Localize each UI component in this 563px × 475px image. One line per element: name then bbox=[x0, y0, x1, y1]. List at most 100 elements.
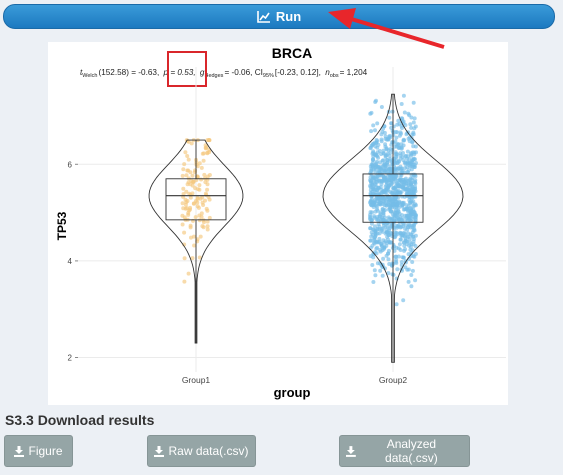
data-point bbox=[406, 183, 411, 187]
data-point bbox=[375, 261, 380, 266]
data-point bbox=[385, 180, 390, 185]
data-point bbox=[193, 215, 198, 220]
data-point bbox=[400, 255, 405, 260]
data-point bbox=[386, 173, 391, 178]
data-point bbox=[404, 191, 409, 196]
data-point bbox=[369, 182, 374, 187]
data-point bbox=[408, 206, 413, 211]
p-value-highlight-box bbox=[167, 51, 207, 87]
data-point bbox=[413, 252, 418, 256]
data-point bbox=[397, 184, 402, 189]
x-tick-label: Group2 bbox=[379, 375, 408, 385]
data-point bbox=[386, 257, 391, 262]
data-point bbox=[395, 267, 400, 272]
data-point bbox=[403, 162, 408, 166]
data-point bbox=[399, 102, 404, 106]
data-point bbox=[368, 238, 373, 243]
violin-group1 bbox=[148, 139, 244, 344]
data-point bbox=[207, 173, 212, 177]
p-value-text: p = 0.53, bbox=[163, 68, 196, 77]
download-raw-data-label: Raw data(.csv) bbox=[168, 444, 249, 458]
data-point bbox=[403, 187, 408, 192]
data-point bbox=[373, 239, 378, 244]
download-figure-button[interactable]: Figure bbox=[4, 435, 73, 467]
violin-plot: BRCA tWelch(152.58) = -0.63, p = 0.53, g… bbox=[55, 45, 506, 400]
data-point bbox=[383, 144, 388, 149]
data-point bbox=[389, 231, 394, 236]
data-point bbox=[368, 212, 373, 217]
data-point bbox=[186, 271, 191, 276]
data-point bbox=[373, 224, 377, 229]
data-point bbox=[187, 191, 192, 196]
data-point bbox=[199, 165, 204, 170]
data-point bbox=[410, 150, 415, 155]
data-point bbox=[408, 254, 413, 259]
data-point bbox=[201, 158, 206, 163]
data-point bbox=[394, 142, 399, 147]
data-point bbox=[411, 204, 416, 209]
data-point bbox=[200, 200, 205, 205]
data-point bbox=[373, 199, 378, 204]
data-point bbox=[190, 256, 195, 261]
data-point bbox=[404, 203, 409, 208]
data-point bbox=[370, 202, 375, 207]
data-point bbox=[397, 242, 402, 247]
data-point bbox=[183, 150, 188, 155]
data-point bbox=[398, 237, 403, 242]
data-point bbox=[409, 167, 414, 172]
data-point bbox=[381, 151, 386, 156]
download-icon bbox=[346, 445, 356, 457]
data-point bbox=[411, 100, 416, 105]
data-point bbox=[181, 206, 186, 211]
data-point bbox=[398, 248, 403, 252]
data-point bbox=[410, 140, 415, 145]
data-point bbox=[182, 279, 187, 284]
data-point bbox=[207, 150, 212, 155]
data-point bbox=[414, 150, 418, 155]
data-point bbox=[387, 195, 392, 200]
data-point bbox=[401, 119, 406, 124]
data-point bbox=[404, 153, 408, 158]
data-point bbox=[188, 182, 193, 187]
data-point bbox=[385, 235, 390, 239]
line-chart-icon bbox=[257, 10, 270, 23]
data-point bbox=[390, 190, 395, 195]
data-point bbox=[411, 234, 416, 239]
data-point bbox=[399, 146, 404, 151]
data-point bbox=[395, 225, 399, 230]
download-raw-data-button[interactable]: Raw data(.csv) bbox=[147, 435, 256, 467]
data-point bbox=[186, 139, 191, 144]
data-point bbox=[372, 214, 377, 219]
data-point bbox=[380, 273, 385, 278]
data-point bbox=[402, 243, 407, 248]
run-button[interactable]: Run bbox=[3, 4, 555, 29]
download-analyzed-data-button[interactable]: Analyzed data(.csv) bbox=[339, 435, 470, 467]
data-point bbox=[396, 209, 401, 214]
data-point bbox=[373, 183, 378, 188]
data-point bbox=[406, 188, 411, 192]
data-point bbox=[413, 178, 418, 183]
data-point bbox=[191, 180, 196, 185]
data-point bbox=[408, 209, 413, 214]
data-point bbox=[373, 234, 378, 239]
data-point bbox=[381, 168, 386, 173]
data-point bbox=[408, 247, 413, 252]
data-point bbox=[384, 187, 388, 192]
data-point bbox=[394, 302, 399, 307]
data-point bbox=[198, 196, 203, 201]
data-point bbox=[401, 298, 406, 303]
y-tick-label: 4 bbox=[68, 257, 73, 266]
data-point bbox=[191, 201, 196, 206]
y-tick-label: 6 bbox=[68, 160, 73, 169]
data-point bbox=[375, 231, 380, 236]
data-point bbox=[370, 151, 375, 156]
data-point bbox=[379, 217, 384, 222]
data-point bbox=[371, 123, 376, 128]
data-point bbox=[380, 207, 385, 212]
download-icon bbox=[14, 445, 25, 457]
data-point bbox=[182, 230, 187, 235]
data-point bbox=[381, 148, 386, 153]
data-point bbox=[181, 186, 186, 191]
data-point bbox=[410, 223, 415, 228]
data-point bbox=[373, 128, 377, 133]
